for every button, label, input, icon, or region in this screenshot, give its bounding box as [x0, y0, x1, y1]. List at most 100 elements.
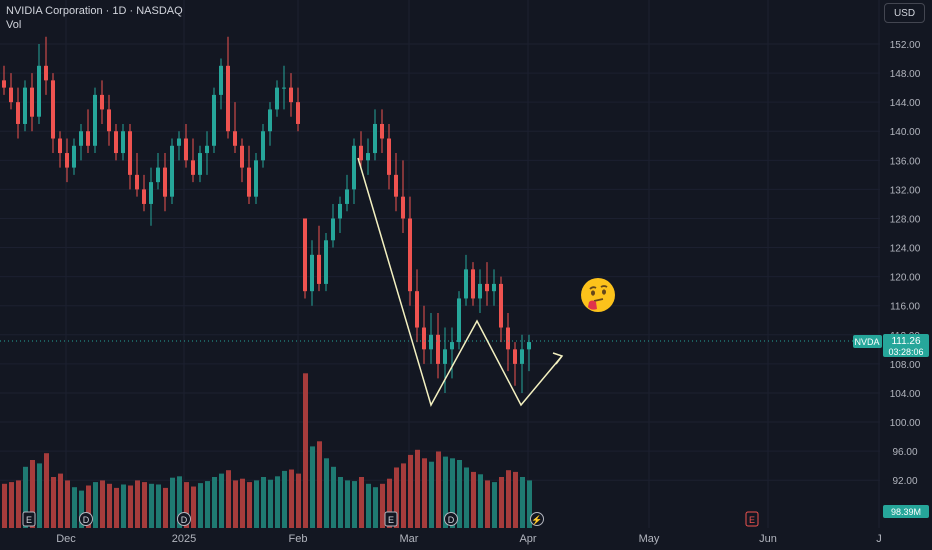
- lightning-icon[interactable]: ⚡: [530, 512, 544, 527]
- candle-body: [408, 218, 412, 292]
- candle-body: [121, 131, 125, 154]
- y-tick-label: 96.00: [892, 447, 917, 458]
- candle-body: [499, 283, 503, 328]
- volume-bar: [485, 480, 490, 528]
- event-marker-label: D: [448, 515, 455, 525]
- volume-bar: [478, 474, 483, 528]
- volume-bar: [226, 470, 231, 528]
- volume-bar: [317, 441, 322, 528]
- currency-button[interactable]: USD: [884, 3, 925, 23]
- volume-bar: [128, 485, 133, 528]
- volume-bar: [261, 477, 266, 528]
- x-tick-label: Feb: [289, 533, 308, 545]
- volume-bar: [121, 484, 126, 528]
- candle-body: [30, 87, 34, 117]
- volume-bar: [499, 477, 504, 528]
- volume-bar: [338, 477, 343, 528]
- thinking-face-icon: [581, 278, 615, 312]
- y-tick-label: 92.00: [892, 476, 917, 487]
- pattern-drawing[interactable]: [357, 157, 563, 407]
- volume-bar: [492, 482, 497, 528]
- volume-bar: [268, 479, 273, 528]
- volume-bar: [303, 373, 308, 528]
- volume-bar: [324, 458, 329, 528]
- candle-body: [359, 145, 363, 161]
- price-badge: [883, 334, 929, 357]
- y-tick-label: 128.00: [890, 214, 921, 225]
- candle-body: [443, 349, 447, 364]
- volume-bar: [275, 476, 280, 528]
- candle-body: [373, 123, 377, 154]
- earnings-icon[interactable]: E: [22, 511, 36, 527]
- candle-body: [492, 283, 496, 292]
- volume-bar: [86, 485, 91, 528]
- candle-body: [415, 291, 419, 328]
- candle-body: [142, 189, 146, 204]
- candle-body: [289, 87, 293, 103]
- volume-bar: [506, 470, 511, 528]
- volume-bar: [296, 473, 301, 528]
- volume-bar: [142, 482, 147, 528]
- candle-body: [457, 298, 461, 343]
- volume-bar: [387, 478, 392, 528]
- candle-body: [310, 254, 314, 292]
- earnings-icon[interactable]: E: [384, 511, 398, 527]
- y-tick-label: 152.00: [890, 40, 921, 51]
- candle-body: [436, 334, 440, 364]
- volume-bar: [436, 451, 441, 528]
- volume-bar: [233, 480, 238, 528]
- candle-body: [219, 65, 223, 95]
- volume-bar: [247, 482, 252, 528]
- event-marker-label: E: [388, 515, 394, 525]
- candle-body: [506, 327, 510, 350]
- volume-bar: [37, 463, 42, 528]
- volume-bar: [198, 483, 203, 528]
- candle-body: [212, 94, 216, 146]
- x-tick-label: May: [639, 533, 660, 545]
- volume-bar: [401, 463, 406, 528]
- candle-body: [149, 182, 153, 204]
- y-tick-label: 108.00: [890, 360, 921, 371]
- volume-bar: [471, 471, 476, 528]
- price-countdown: 03:28:06: [888, 347, 923, 357]
- candle-body: [191, 160, 195, 175]
- volume-bar: [51, 477, 56, 528]
- volume-bar: [373, 487, 378, 528]
- dividend-icon[interactable]: D: [79, 512, 93, 526]
- volume-bar: [457, 460, 462, 528]
- candle-body: [114, 131, 118, 154]
- candle-body: [282, 87, 286, 89]
- candle-body: [401, 196, 405, 219]
- x-tick-label: Dec: [56, 533, 76, 545]
- candle-body: [79, 131, 83, 146]
- y-tick-label: 104.00: [890, 389, 921, 400]
- volume-bar: [135, 480, 140, 528]
- dividend-icon[interactable]: D: [177, 512, 191, 526]
- event-marker-label: D: [181, 515, 188, 525]
- candle-body: [345, 189, 349, 204]
- candle-body: [331, 218, 335, 241]
- candle-body: [135, 174, 139, 190]
- volume-bar: [520, 477, 525, 528]
- volume-bar: [415, 449, 420, 528]
- y-tick-label: 116.00: [890, 302, 920, 313]
- volume-bar: [107, 483, 112, 528]
- candle-body: [107, 109, 111, 132]
- volume-bar: [422, 458, 427, 528]
- y-tick-label: 124.00: [890, 244, 921, 255]
- volume-bar: [58, 473, 63, 528]
- volume-bar: [345, 480, 350, 528]
- volume-bar: [380, 483, 385, 528]
- dividend-icon[interactable]: D: [444, 512, 458, 526]
- volume-bar: [163, 487, 168, 528]
- volume-bar: [366, 483, 371, 528]
- volume-bar: [23, 466, 28, 528]
- candle-body: [338, 203, 342, 219]
- candle-body: [352, 145, 356, 190]
- y-tick-label: 120.00: [890, 273, 921, 284]
- y-tick-label: 100.00: [890, 418, 921, 429]
- earnings-icon[interactable]: E: [745, 511, 759, 527]
- x-tick-label: Mar: [400, 533, 419, 545]
